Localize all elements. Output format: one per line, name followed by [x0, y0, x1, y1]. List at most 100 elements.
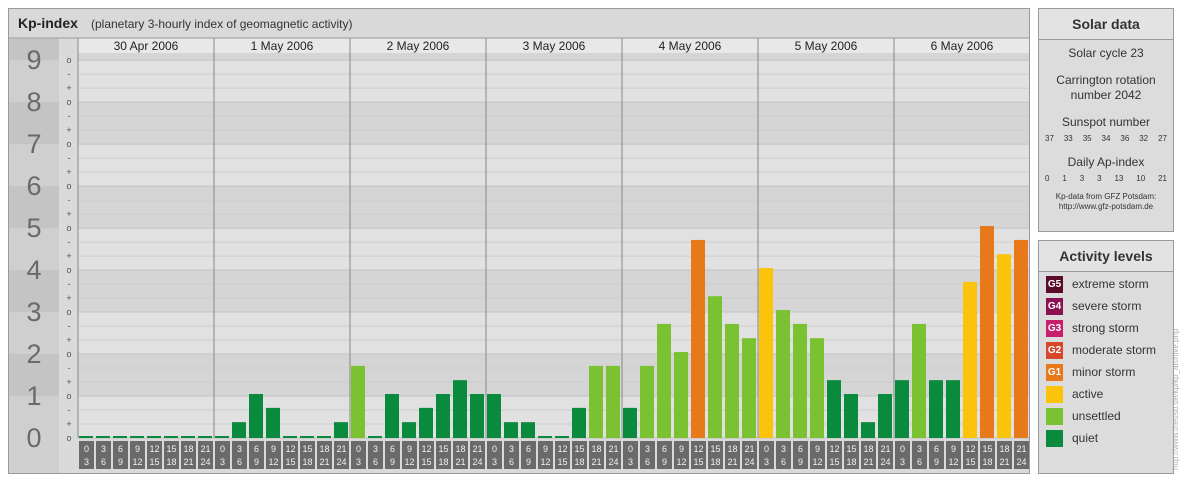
interval-end: 3 [764, 457, 769, 467]
chart-title: Kp-index [18, 15, 78, 31]
y-subtick: - [68, 69, 71, 79]
interval-cell [776, 441, 791, 469]
interval-cell [708, 441, 723, 469]
kp-chart: 30 Apr 2006 1 May 2006 2 May 2006 3 May 200… [9, 15, 1029, 473]
kp-bar [317, 436, 331, 438]
interval-end: 15 [965, 457, 975, 467]
interval-end: 6 [917, 457, 922, 467]
chart-subtitle: (planetary 3-hourly index of geomagnetic… [91, 17, 352, 31]
interval-start: 6 [390, 444, 395, 454]
interval-cell [691, 441, 706, 469]
y-numeral-band [9, 270, 59, 313]
activity-level-label: active [1072, 387, 1104, 401]
kp-band [78, 186, 1029, 229]
kp-bar [946, 380, 960, 438]
y-subtick: o [66, 139, 71, 149]
interval-cell [79, 441, 94, 469]
interval-start: 9 [543, 444, 548, 454]
y-numeral-band [9, 102, 59, 145]
activity-level-item: G1 minor storm [1046, 362, 1173, 382]
kp-bar [963, 281, 977, 438]
kp-bar [181, 436, 195, 438]
interval-end: 3 [356, 457, 361, 467]
interval-end: 21 [455, 457, 465, 467]
source-link[interactable]: http://www.gfz-potsdam.de [1058, 202, 1154, 211]
kp-bar [861, 422, 875, 438]
y-numeral-band [9, 354, 59, 397]
interval-start: 12 [829, 444, 839, 454]
interval-cell [912, 441, 927, 469]
interval-start: 12 [285, 444, 295, 454]
interval-start: 0 [356, 444, 361, 454]
interval-start: 6 [254, 444, 259, 454]
interval-end: 24 [336, 457, 346, 467]
y-tick-label: 3 [26, 297, 41, 327]
kp-bar [725, 323, 739, 438]
activity-level-item: G3 strong storm [1046, 318, 1173, 338]
activity-level-swatch: G5 [1046, 275, 1063, 293]
interval-cell [606, 441, 621, 469]
kp-bar [657, 323, 671, 438]
interval-end: 3 [900, 457, 905, 467]
y-tick-label: 5 [26, 213, 41, 243]
interval-end: 15 [693, 457, 703, 467]
interval-end: 9 [254, 457, 259, 467]
activity-level-label: quiet [1072, 431, 1099, 445]
interval-end: 21 [319, 457, 329, 467]
day-label: 30 Apr 2006 [114, 39, 179, 53]
interval-end: 12 [948, 457, 958, 467]
sunspot-value: 32 [1139, 134, 1149, 143]
interval-start: 9 [815, 444, 820, 454]
kp-bar [759, 268, 773, 438]
y-numeral-band [9, 396, 59, 438]
interval-start: 15 [302, 444, 312, 454]
interval-start: 18 [591, 444, 601, 454]
ap-value: 13 [1114, 174, 1124, 183]
kp-bar [130, 436, 144, 438]
interval-cell [487, 441, 502, 469]
interval-start: 12 [693, 444, 703, 454]
interval-cell [130, 441, 145, 469]
interval-start: 18 [455, 444, 465, 454]
kp-bar [470, 394, 484, 438]
interval-end: 6 [509, 457, 514, 467]
interval-end: 18 [574, 457, 584, 467]
interval-start: 3 [237, 444, 242, 454]
interval-cell [266, 441, 281, 469]
interval-start: 0 [492, 444, 497, 454]
y-subtick: o [66, 349, 71, 359]
y-subtick: + [66, 125, 71, 135]
kp-bar [164, 436, 178, 438]
interval-cell [385, 441, 400, 469]
kp-bar [334, 422, 348, 438]
interval-cell [793, 441, 808, 469]
interval-end: 12 [540, 457, 550, 467]
sunspot-value: 27 [1158, 134, 1167, 143]
kp-bar [487, 394, 501, 438]
activity-level-label: moderate storm [1072, 343, 1157, 357]
interval-cell [759, 441, 774, 469]
interval-cell [521, 441, 536, 469]
interval-cell [827, 441, 842, 469]
activity-levels-panel: Activity levels G5 extreme storm G4 severe … [1038, 240, 1174, 474]
activity-level-item: G5 extreme storm [1046, 274, 1173, 294]
kp-bar [1014, 239, 1028, 438]
interval-end: 24 [744, 457, 754, 467]
interval-cell [334, 441, 349, 469]
interval-start: 9 [135, 444, 140, 454]
interval-end: 21 [591, 457, 601, 467]
kp-band [78, 270, 1029, 313]
y-subtick: o [66, 391, 71, 401]
interval-end: 18 [982, 457, 992, 467]
interval-cell [555, 441, 570, 469]
interval-end: 24 [200, 457, 210, 467]
interval-cell [623, 441, 638, 469]
kp-bar [793, 323, 807, 438]
sunspot-value: 37 [1045, 134, 1054, 143]
interval-start: 12 [965, 444, 975, 454]
interval-start: 3 [509, 444, 514, 454]
interval-start: 6 [662, 444, 667, 454]
interval-end: 24 [472, 457, 482, 467]
y-tick-label: 9 [26, 45, 41, 75]
interval-end: 21 [727, 457, 737, 467]
